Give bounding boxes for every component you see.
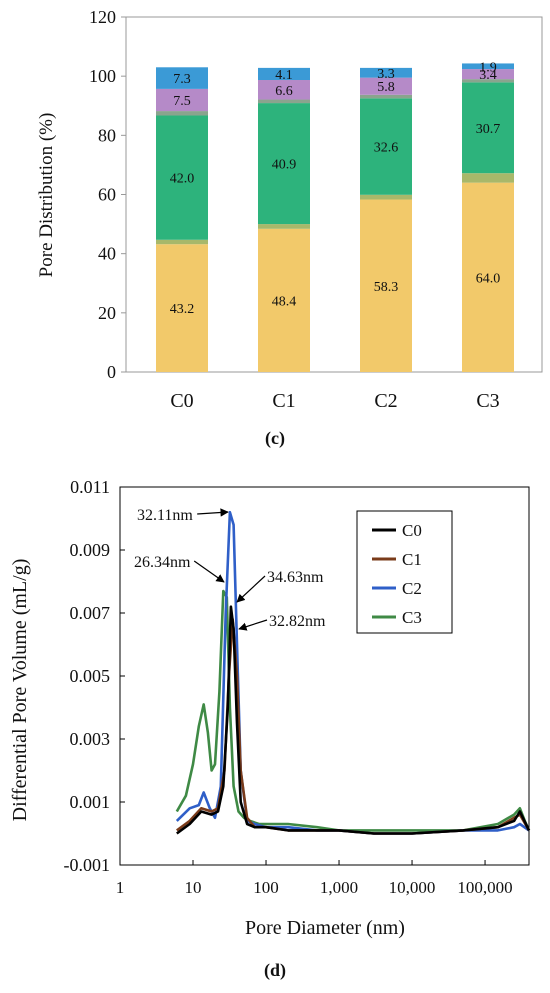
bar-segment [156,244,208,372]
data-label: 3.3 [377,67,395,82]
bar-segment [258,224,310,229]
legend-label: C1 [402,550,422,569]
bar-segment [462,69,514,80]
y-tick-label: 0.011 [70,477,110,497]
bar-segment [462,79,514,83]
x-tick-label: 100 [253,878,279,897]
bar-segment [258,67,310,81]
legend-label: C2 [402,579,422,598]
bar-segment [360,199,412,372]
y-tick-label: 100 [89,66,116,86]
data-label: 64.0 [476,271,501,286]
bar-segment [156,115,208,240]
annotation-label: 32.11nm [137,507,193,524]
bar-segment [462,82,514,174]
panel-label-d: (d) [264,960,286,981]
bar-segment [360,94,412,99]
annotation-arrow [238,619,268,631]
bar-segment [258,228,310,372]
annotation-label: 26.34nm [134,554,191,571]
y-tick-label: 120 [89,7,116,27]
line-chart: -0.001 0.001 0.003 0.005 0.007 0.009 0.011 1 10… [9,477,531,939]
bar-segment [258,103,310,225]
data-label: 40.9 [272,158,297,173]
data-label: 42.0 [170,172,195,187]
bar-segment [462,173,514,183]
bar-segment [360,67,412,78]
data-label: 43.2 [170,302,195,317]
y-tick-label: 0.001 [70,792,111,812]
y-tick-label: 20 [98,303,116,323]
y-tick-label: 0 [107,362,116,382]
bar-segment [360,77,412,95]
stacked-bar-chart: 0 20 40 60 80 100 120 43.2 42.0 7.5 7.3 48.4 40.9 6.… [36,7,543,412]
x-tick-label: 100,000 [457,878,512,897]
y-tick-label: 80 [98,125,116,145]
x-tick-label: 1 [116,878,125,897]
bar-segment [462,182,514,372]
legend-label: C3 [402,608,422,627]
bar-segment [156,111,208,116]
x-tick-label: C0 [170,390,193,412]
data-label: 58.3 [374,280,399,295]
bar-segment [360,194,412,200]
y-tick-label: 0.009 [70,540,111,560]
data-label: 7.3 [173,72,191,87]
bar-segment [258,99,310,104]
x-tick-label: C3 [476,390,499,412]
annotation-label: 32.82nm [269,613,326,630]
plot-frame-d [119,486,530,866]
x-axis-d: 1 10 100 1,000 10,000 100,000 [116,860,513,897]
data-label: 48.4 [272,294,297,309]
x-axis-label-d: Pore Diameter (nm) [245,917,405,939]
y-axis-c: 0 20 40 60 80 100 120 [89,7,126,382]
data-label: 6.6 [275,84,293,99]
y-tick-label: 0.003 [70,729,111,749]
series-line-c0 [176,605,531,835]
y-axis-label-d: Differential Pore Volume (mL/g) [9,559,31,822]
y-axis-label-c: Pore Distribution (%) [36,113,57,278]
data-label: 1.9 [479,60,497,75]
annotation-label: 34.63nm [267,569,324,586]
y-tick-label: 60 [98,185,116,205]
y-tick-label: -0.001 [64,855,111,875]
bar-segment [258,80,310,100]
y-axis-d: -0.001 0.001 0.003 0.005 0.007 0.009 0.011 [64,477,125,875]
data-label: 3.4 [479,68,497,83]
data-label: 30.7 [476,122,501,137]
annotation-arrow [236,575,266,603]
x-tick-label: 1,000 [320,878,358,897]
x-tick-label: C2 [374,390,397,412]
bar-segment [156,67,208,89]
bar-segment [156,239,208,245]
bar-segment [462,63,514,70]
x-tick-label: 10,000 [389,878,436,897]
series-lines [175,510,531,835]
x-axis-c: C0 C1 C2 C3 [170,390,499,412]
data-label: 4.1 [275,68,293,83]
bars: 43.242.07.57.348.440.96.64.158.332.65.83… [156,60,514,372]
data-label: 7.5 [173,94,191,109]
legend-label: C0 [402,521,422,540]
legend: C0 C1 C2 C3 [356,510,453,634]
annotation-arrow [193,560,225,583]
panel-label-c: (c) [265,428,285,449]
data-label: 32.6 [374,141,399,156]
y-tick-label: 40 [98,244,116,264]
y-tick-label: 0.005 [70,666,111,686]
x-tick-label: C1 [272,390,295,412]
bar-segment [360,98,412,195]
data-label: 5.8 [377,80,395,95]
x-tick-label: 10 [185,878,202,897]
annotation-arrow [197,508,229,517]
annotations: 32.11nm 26.34nm 34.63nm 32.82nm [134,507,326,631]
y-tick-label: 0.007 [70,603,111,623]
bar-segment [156,88,208,112]
